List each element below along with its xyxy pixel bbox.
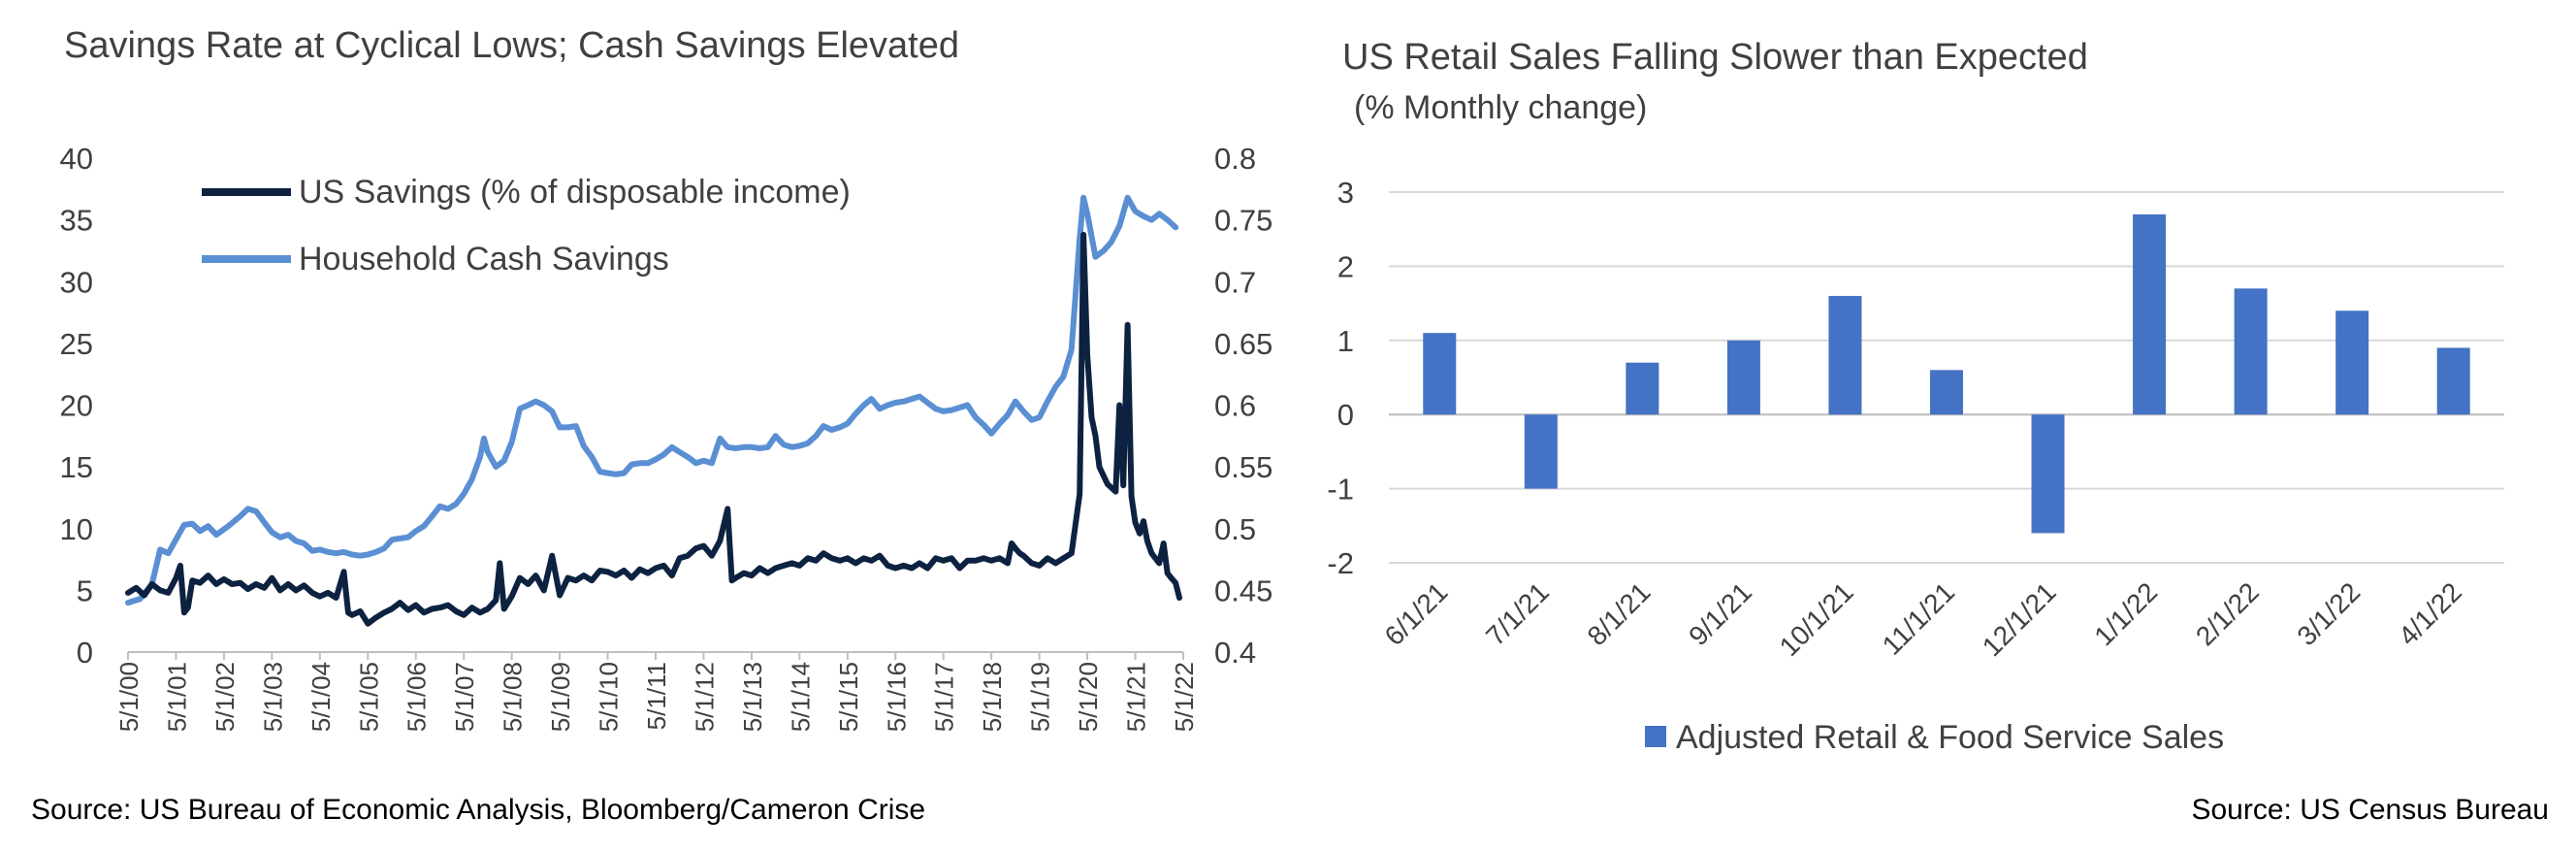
bar [2031, 414, 2065, 534]
left-x-tick-label: 5/1/22 [1170, 662, 1199, 732]
right-x-tick-label: 10/1/21 [1774, 576, 1859, 662]
legend-label: US Savings (% of disposable income) [299, 174, 851, 211]
left-y-tick-label: 35 [60, 204, 93, 238]
right-y-tick-label: -1 [1327, 473, 1354, 507]
left-x-tick-label: 5/1/07 [450, 662, 479, 732]
left-x-tick-label: 5/1/16 [882, 662, 911, 732]
right-x-tick-label: 2/1/22 [2190, 576, 2265, 651]
right-y-tick-label: 0.4 [1214, 636, 1256, 670]
right-y-tick-label: -2 [1327, 546, 1354, 580]
left-x-tick-label: 5/1/00 [114, 662, 144, 732]
right-x-tick-label: 7/1/21 [1480, 576, 1555, 651]
right-chart-source: Source: US Census Bureau [2191, 794, 2549, 826]
left-x-tick-label: 5/1/14 [786, 662, 815, 732]
left-x-tick-label: 5/1/08 [499, 662, 528, 732]
right-x-tick-label: 11/1/21 [1877, 576, 1961, 661]
left-x-tick-label: 5/1/02 [210, 662, 240, 732]
right-y-tick-label: 0.8 [1214, 142, 1256, 176]
left-x-tick-label: 5/1/17 [930, 662, 959, 732]
right-x-tick-label: 6/1/21 [1379, 576, 1454, 651]
left-x-tick-label: 5/1/21 [1122, 662, 1151, 732]
right-x-tick-label: 9/1/21 [1683, 576, 1757, 651]
left-y-tick-label: 30 [60, 265, 93, 299]
right-y-tick-label: 3 [1337, 176, 1354, 210]
bar [2234, 288, 2268, 415]
right-x-tick-label: 3/1/22 [2291, 576, 2366, 651]
bar [1930, 370, 1963, 415]
left-y-tick-label: 40 [60, 142, 93, 176]
bar [1726, 340, 1760, 415]
left-x-tick-label: 5/1/10 [595, 662, 624, 732]
left-x-tick-label: 5/1/15 [834, 662, 863, 732]
left-x-tick-label: 5/1/05 [354, 662, 383, 732]
left-x-tick-label: 5/1/18 [978, 662, 1007, 732]
left-x-tick-label: 5/1/09 [546, 662, 575, 732]
right-y-tick-label: 0.65 [1214, 327, 1272, 361]
left-y-tick-label: 5 [77, 573, 93, 607]
left-y-tick-label: 0 [77, 636, 93, 670]
series-line-household-cash-savings [125, 194, 1179, 606]
right-y-tick-label: 0.6 [1214, 389, 1256, 423]
right-x-tick-label: 12/1/21 [1977, 576, 2062, 662]
legend-swatch [1645, 726, 1666, 747]
right-y-tick-label: 0.75 [1214, 204, 1272, 238]
right-x-tick-label: 8/1/21 [1582, 576, 1657, 651]
left-x-tick-label: 5/1/19 [1026, 662, 1055, 732]
left-x-tick-label: 5/1/04 [306, 662, 336, 732]
legend-label: Adjusted Retail & Food Service Sales [1676, 719, 2224, 756]
right-y-tick-label: 0.7 [1214, 265, 1256, 299]
bar [1423, 333, 1457, 415]
left-chart-source: Source: US Bureau of Economic Analysis, … [31, 794, 926, 826]
bar [1626, 362, 1659, 415]
left-x-tick-label: 5/1/11 [642, 662, 671, 730]
right-x-tick-label: 1/1/22 [2088, 576, 2163, 651]
left-x-tick-label: 5/1/20 [1074, 662, 1103, 732]
right-y-tick-label: 0 [1337, 398, 1354, 432]
left-x-tick-label: 5/1/12 [690, 662, 719, 732]
left-x-tick-label: 5/1/06 [402, 662, 432, 732]
legend-label: Household Cash Savings [299, 241, 669, 278]
left-y-tick-label: 10 [60, 512, 93, 546]
right-y-tick-label: 2 [1337, 249, 1354, 283]
right-y-tick-label: 0.45 [1214, 573, 1272, 607]
left-x-tick-label: 5/1/13 [738, 662, 767, 732]
bar [2335, 311, 2369, 415]
bar [1828, 295, 1862, 415]
left-y-tick-label: 20 [60, 389, 93, 423]
left-x-tick-label: 5/1/03 [258, 662, 287, 732]
left-y-tick-label: 15 [60, 450, 93, 484]
right-x-tick-label: 4/1/22 [2393, 576, 2467, 651]
left-chart-title: Savings Rate at Cyclical Lows; Cash Savi… [64, 25, 960, 66]
right-y-tick-label: 0.5 [1214, 512, 1256, 546]
right-chart-subtitle: (% Monthly change) [1354, 89, 1648, 126]
right-chart-title: US Retail Sales Falling Slower than Expe… [1342, 37, 2088, 78]
series-line-us-savings [125, 231, 1182, 627]
left-x-tick-label: 5/1/01 [162, 662, 191, 732]
right-y-tick-label: 0.55 [1214, 450, 1272, 484]
right-y-tick-label: 1 [1337, 324, 1354, 358]
bar [2436, 347, 2470, 415]
bar [2133, 213, 2167, 415]
bar [1524, 414, 1558, 489]
left-y-tick-label: 25 [60, 327, 93, 361]
